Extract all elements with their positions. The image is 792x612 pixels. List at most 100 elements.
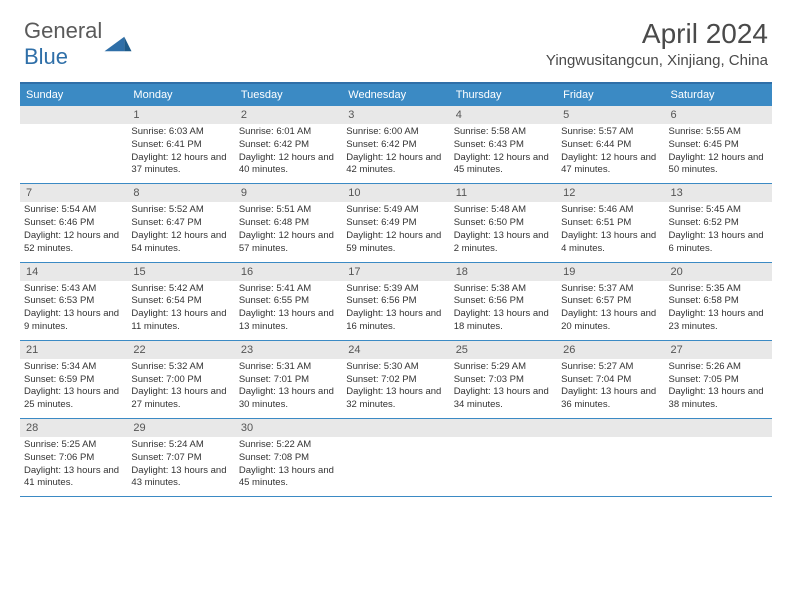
sunrise-text: Sunrise: 5:55 AM	[669, 126, 768, 139]
day-cell: 28Sunrise: 5:25 AMSunset: 7:06 PMDayligh…	[20, 419, 127, 496]
daylight-text: Daylight: 13 hours and 6 minutes.	[669, 230, 768, 256]
day-number: 26	[557, 341, 664, 359]
day-cell: 4Sunrise: 5:58 AMSunset: 6:43 PMDaylight…	[450, 106, 557, 183]
sunrise-text: Sunrise: 5:32 AM	[131, 361, 230, 374]
daylight-text: Daylight: 13 hours and 38 minutes.	[669, 386, 768, 412]
day-cell	[665, 419, 772, 496]
day-cell: 2Sunrise: 6:01 AMSunset: 6:42 PMDaylight…	[235, 106, 342, 183]
day-cell: 25Sunrise: 5:29 AMSunset: 7:03 PMDayligh…	[450, 341, 557, 418]
day-detail: Sunrise: 5:38 AMSunset: 6:56 PMDaylight:…	[450, 281, 557, 340]
daylight-text: Daylight: 13 hours and 25 minutes.	[24, 386, 123, 412]
day-number: 10	[342, 184, 449, 202]
day-detail: Sunrise: 5:51 AMSunset: 6:48 PMDaylight:…	[235, 202, 342, 261]
day-detail: Sunrise: 5:39 AMSunset: 6:56 PMDaylight:…	[342, 281, 449, 340]
daylight-text: Daylight: 13 hours and 11 minutes.	[131, 308, 230, 334]
sunrise-text: Sunrise: 5:35 AM	[669, 283, 768, 296]
sunrise-text: Sunrise: 5:51 AM	[239, 204, 338, 217]
day-detail: Sunrise: 5:43 AMSunset: 6:53 PMDaylight:…	[20, 281, 127, 340]
day-cell: 17Sunrise: 5:39 AMSunset: 6:56 PMDayligh…	[342, 263, 449, 340]
day-detail: Sunrise: 5:46 AMSunset: 6:51 PMDaylight:…	[557, 202, 664, 261]
day-number: 5	[557, 106, 664, 124]
day-number: 15	[127, 263, 234, 281]
day-cell: 19Sunrise: 5:37 AMSunset: 6:57 PMDayligh…	[557, 263, 664, 340]
day-cell	[20, 106, 127, 183]
sunset-text: Sunset: 6:52 PM	[669, 217, 768, 230]
daylight-text: Daylight: 13 hours and 4 minutes.	[561, 230, 660, 256]
day-number: 7	[20, 184, 127, 202]
day-number: 30	[235, 419, 342, 437]
day-detail: Sunrise: 6:03 AMSunset: 6:41 PMDaylight:…	[127, 124, 234, 183]
day-number: 29	[127, 419, 234, 437]
day-cell: 26Sunrise: 5:27 AMSunset: 7:04 PMDayligh…	[557, 341, 664, 418]
daylight-text: Daylight: 12 hours and 37 minutes.	[131, 152, 230, 178]
sunrise-text: Sunrise: 5:45 AM	[669, 204, 768, 217]
logo-triangle-icon	[104, 35, 132, 53]
sunset-text: Sunset: 6:53 PM	[24, 295, 123, 308]
day-detail: Sunrise: 5:58 AMSunset: 6:43 PMDaylight:…	[450, 124, 557, 183]
day-cell: 8Sunrise: 5:52 AMSunset: 6:47 PMDaylight…	[127, 184, 234, 261]
day-number: 20	[665, 263, 772, 281]
day-cell: 20Sunrise: 5:35 AMSunset: 6:58 PMDayligh…	[665, 263, 772, 340]
week-row: 21Sunrise: 5:34 AMSunset: 6:59 PMDayligh…	[20, 341, 772, 419]
daylight-text: Daylight: 13 hours and 9 minutes.	[24, 308, 123, 334]
day-cell: 30Sunrise: 5:22 AMSunset: 7:08 PMDayligh…	[235, 419, 342, 496]
sunset-text: Sunset: 6:56 PM	[346, 295, 445, 308]
day-number: 6	[665, 106, 772, 124]
day-number: 9	[235, 184, 342, 202]
day-detail: Sunrise: 5:32 AMSunset: 7:00 PMDaylight:…	[127, 359, 234, 418]
day-detail: Sunrise: 5:25 AMSunset: 7:06 PMDaylight:…	[20, 437, 127, 496]
daylight-text: Daylight: 12 hours and 47 minutes.	[561, 152, 660, 178]
day-cell: 24Sunrise: 5:30 AMSunset: 7:02 PMDayligh…	[342, 341, 449, 418]
daylight-text: Daylight: 13 hours and 32 minutes.	[346, 386, 445, 412]
sunrise-text: Sunrise: 5:29 AM	[454, 361, 553, 374]
logo: General Blue	[24, 18, 132, 70]
daylight-text: Daylight: 13 hours and 18 minutes.	[454, 308, 553, 334]
day-detail: Sunrise: 5:31 AMSunset: 7:01 PMDaylight:…	[235, 359, 342, 418]
daylight-text: Daylight: 12 hours and 54 minutes.	[131, 230, 230, 256]
sunset-text: Sunset: 7:05 PM	[669, 374, 768, 387]
day-number: 27	[665, 341, 772, 359]
week-row: 1Sunrise: 6:03 AMSunset: 6:41 PMDaylight…	[20, 106, 772, 184]
day-cell: 11Sunrise: 5:48 AMSunset: 6:50 PMDayligh…	[450, 184, 557, 261]
day-cell: 10Sunrise: 5:49 AMSunset: 6:49 PMDayligh…	[342, 184, 449, 261]
sunset-text: Sunset: 6:50 PM	[454, 217, 553, 230]
day-cell: 9Sunrise: 5:51 AMSunset: 6:48 PMDaylight…	[235, 184, 342, 261]
sunrise-text: Sunrise: 5:25 AM	[24, 439, 123, 452]
daylight-text: Daylight: 13 hours and 20 minutes.	[561, 308, 660, 334]
daylight-text: Daylight: 13 hours and 23 minutes.	[669, 308, 768, 334]
sunset-text: Sunset: 7:01 PM	[239, 374, 338, 387]
day-number: 25	[450, 341, 557, 359]
sunset-text: Sunset: 6:42 PM	[239, 139, 338, 152]
day-number: 17	[342, 263, 449, 281]
day-header: Friday	[557, 84, 664, 106]
sunrise-text: Sunrise: 5:54 AM	[24, 204, 123, 217]
day-number: 8	[127, 184, 234, 202]
sunrise-text: Sunrise: 5:39 AM	[346, 283, 445, 296]
sunset-text: Sunset: 7:04 PM	[561, 374, 660, 387]
day-number: 11	[450, 184, 557, 202]
logo-text: General Blue	[24, 18, 102, 70]
sunrise-text: Sunrise: 5:24 AM	[131, 439, 230, 452]
day-cell: 14Sunrise: 5:43 AMSunset: 6:53 PMDayligh…	[20, 263, 127, 340]
sunrise-text: Sunrise: 6:03 AM	[131, 126, 230, 139]
day-number: 14	[20, 263, 127, 281]
day-number: 2	[235, 106, 342, 124]
day-cell	[342, 419, 449, 496]
day-cell: 6Sunrise: 5:55 AMSunset: 6:45 PMDaylight…	[665, 106, 772, 183]
daylight-text: Daylight: 12 hours and 52 minutes.	[24, 230, 123, 256]
calendar: SundayMondayTuesdayWednesdayThursdayFrid…	[20, 82, 772, 497]
day-header: Thursday	[450, 84, 557, 106]
header: General Blue April 2024 Yingwusitangcun,…	[0, 0, 792, 78]
daylight-text: Daylight: 12 hours and 57 minutes.	[239, 230, 338, 256]
day-number: 28	[20, 419, 127, 437]
sunrise-text: Sunrise: 5:52 AM	[131, 204, 230, 217]
day-cell	[450, 419, 557, 496]
daylight-text: Daylight: 13 hours and 16 minutes.	[346, 308, 445, 334]
sunrise-text: Sunrise: 5:46 AM	[561, 204, 660, 217]
day-detail: Sunrise: 6:01 AMSunset: 6:42 PMDaylight:…	[235, 124, 342, 183]
week-row: 14Sunrise: 5:43 AMSunset: 6:53 PMDayligh…	[20, 263, 772, 341]
sunset-text: Sunset: 6:51 PM	[561, 217, 660, 230]
day-detail: Sunrise: 5:42 AMSunset: 6:54 PMDaylight:…	[127, 281, 234, 340]
weeks-container: 1Sunrise: 6:03 AMSunset: 6:41 PMDaylight…	[20, 106, 772, 497]
day-detail: Sunrise: 5:26 AMSunset: 7:05 PMDaylight:…	[665, 359, 772, 418]
